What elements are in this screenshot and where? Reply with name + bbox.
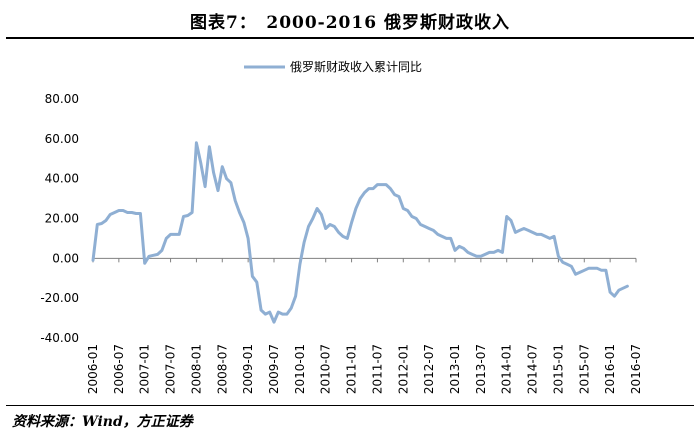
- series-line: [91, 141, 629, 324]
- y-tick-label: 20.00: [45, 212, 79, 226]
- y-tick-label: 40.00: [45, 172, 79, 186]
- x-tick-label: 2006-01: [86, 344, 100, 394]
- y-tick-label: 60.00: [45, 132, 79, 146]
- x-tick-label: 2013-07: [474, 344, 488, 394]
- x-tick-label: 2006-07: [112, 344, 126, 394]
- x-tick-label: 2009-01: [241, 344, 255, 394]
- x-tick-label: 2013-01: [448, 344, 462, 394]
- x-tick-label: 2016-01: [603, 344, 617, 394]
- x-tick-label: 2009-07: [267, 344, 281, 394]
- y-tick-label: -40.00: [40, 331, 79, 345]
- x-tick-label: 2012-07: [422, 344, 436, 394]
- x-axis: 2006-01 2006-07 2007-01 2007-07 2008-01 2008-…: [86, 257, 643, 394]
- x-tick-label: 2014-07: [526, 344, 540, 394]
- legend-label: 俄罗斯财政收入累计同比: [290, 60, 422, 74]
- x-tick-label: 2016-07: [629, 344, 643, 394]
- x-tick-label: 2015-01: [551, 344, 565, 394]
- bottom-rule: [6, 405, 694, 406]
- legend: 俄罗斯财政收入累计同比: [244, 60, 422, 74]
- x-tick-label: 2011-01: [345, 344, 359, 394]
- x-tick-label: 2012-01: [396, 344, 410, 394]
- y-tick-label: -20.00: [40, 291, 79, 305]
- series-layer: [91, 141, 629, 324]
- x-tick-label: 2007-01: [138, 344, 152, 394]
- source-note: 资料来源：Wind，方正证券: [12, 414, 193, 430]
- x-tick-label: 2010-01: [293, 344, 307, 394]
- figure-title: 图表7： 2000-2016 俄罗斯财政收入: [190, 13, 510, 33]
- x-tick-label: 2008-07: [215, 344, 229, 394]
- y-tick-label: 0.00: [52, 251, 79, 265]
- x-tick-label: 2007-07: [164, 344, 178, 394]
- x-tick-label: 2010-07: [319, 344, 333, 394]
- y-tick-label: 80.00: [45, 92, 79, 106]
- x-tick-label: 2011-07: [370, 344, 384, 394]
- x-tick-label: 2008-01: [189, 344, 203, 394]
- y-axis: 80.00 60.00 40.00 20.00 0.00 -20.00 -40.00: [40, 92, 79, 345]
- x-tick-label: 2014-01: [500, 344, 514, 394]
- top-rule: [6, 37, 694, 39]
- x-tick-label: 2015-07: [577, 344, 591, 394]
